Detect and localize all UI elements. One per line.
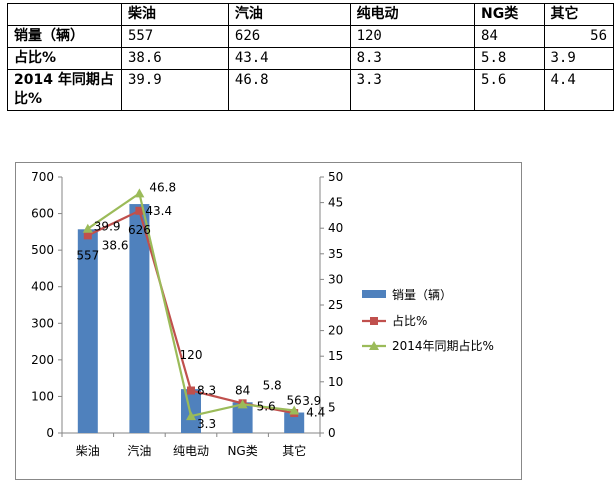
left-tick-label: 700: [31, 170, 54, 184]
right-tick-label: 0: [328, 426, 336, 440]
x-tick-label: 柴油: [76, 444, 100, 458]
left-tick-label: 200: [31, 353, 54, 367]
share-value-label: 3.9: [302, 394, 321, 408]
table-cell: 43.4: [227, 47, 351, 70]
share-marker: [83, 231, 92, 240]
share-value-label: 38.6: [102, 238, 129, 252]
header-cell: 纯电动: [349, 3, 476, 26]
right-tick-label: 50: [328, 170, 343, 184]
row-label: 占比%: [7, 47, 122, 70]
table-cell: 3.9: [543, 47, 614, 70]
x-tick-label: 其它: [282, 443, 306, 458]
right-tick-label: 10: [328, 375, 343, 389]
left-tick-label: 400: [31, 280, 54, 294]
share-2014-marker: [237, 399, 248, 409]
bar: [232, 402, 253, 433]
share-value-label: 43.4: [145, 204, 172, 218]
table-cell: 4.4: [543, 69, 614, 111]
left-tick-label: 100: [31, 389, 54, 403]
table-row: 2014 年同期占比% 39.9 46.8 3.3 5.6 4.4: [7, 69, 614, 111]
table-cell: 38.6: [120, 47, 229, 70]
bar-value-label: 84: [235, 383, 250, 397]
x-tick-label: 汽油: [127, 443, 151, 458]
right-tick-label: 30: [328, 272, 343, 286]
combo-chart: 0 100 200 300 400 500 600 700 0 5 10 15 20 25 30 35 40 45…: [31, 170, 494, 458]
table-cell: 120: [349, 25, 476, 48]
header-cell: 汽油: [227, 3, 351, 26]
x-tick-label: 纯电动: [173, 444, 209, 458]
share-2014-value-label: 5.6: [257, 399, 276, 413]
legend-label: 销量（辆）: [392, 288, 452, 302]
table-cell: 46.8: [227, 69, 351, 111]
share-2014-value-label: 3.3: [197, 417, 216, 431]
share-2014-marker: [186, 411, 196, 421]
table-cell: 5.8: [474, 47, 545, 70]
bar: [129, 204, 150, 433]
share-value-label: 5.8: [263, 378, 282, 392]
table-cell: 3.3: [349, 69, 476, 111]
right-tick-label: 20: [328, 324, 343, 338]
table-header-row: 柴油 汽油 纯电动 NG类 其它: [7, 3, 614, 26]
header-cell: 其它: [543, 3, 614, 26]
right-tick-label: 45: [328, 196, 343, 210]
right-tick-label: 40: [328, 221, 343, 235]
table-cell: 8.3: [349, 47, 476, 70]
header-cell: 柴油: [120, 3, 229, 26]
share-value-label: 8.3: [197, 384, 216, 398]
table-cell: 56: [543, 25, 614, 48]
legend-swatch-bar: [362, 290, 386, 298]
legend-marker: [370, 317, 378, 325]
share-marker: [135, 206, 144, 215]
table-cell: 84: [474, 25, 545, 48]
left-tick-label: 600: [31, 207, 54, 221]
share-2014-marker: [82, 223, 93, 233]
share-marker: [187, 386, 195, 395]
table-cell: 39.9: [120, 69, 229, 111]
right-tick-label: 15: [328, 349, 343, 363]
table-cell: 5.6: [474, 69, 545, 111]
bar: [181, 389, 201, 433]
legend-marker: [369, 341, 379, 350]
bar: [284, 412, 305, 433]
share-2014-value-label: 46.8: [149, 180, 176, 194]
right-tick-label: 35: [328, 247, 343, 261]
bar-value-label: 56: [287, 394, 302, 408]
row-label: 2014 年同期占比%: [7, 69, 122, 111]
share-2014-value-label: 39.9: [94, 220, 121, 234]
table-cell: 557: [120, 25, 229, 48]
bar-value-label: 557: [76, 248, 99, 262]
table-row: 销量（辆） 557 626 120 84 56: [7, 25, 614, 48]
share-2014-marker: [134, 188, 145, 198]
left-tick-label: 500: [31, 243, 54, 257]
legend-label: 占比%: [392, 313, 427, 328]
share-2014-marker: [289, 405, 300, 415]
x-tick-label: NG类: [227, 444, 257, 458]
table-cell: 626: [227, 25, 351, 48]
bar: [77, 229, 98, 433]
share-2014-value-label: 4.4: [306, 405, 325, 419]
bar-value-label: 626: [128, 223, 151, 237]
left-tick-label: 0: [46, 426, 54, 440]
header-cell: [7, 3, 122, 26]
left-tick-label: 300: [31, 316, 54, 330]
table-row: 占比% 38.6 43.4 8.3 5.8 3.9: [7, 47, 614, 70]
sales-table: 柴油 汽油 纯电动 NG类 其它 销量（辆） 557 626 120 84 56…: [7, 3, 614, 111]
row-label: 销量（辆）: [7, 25, 122, 48]
right-tick-label: 5: [328, 400, 336, 414]
bar-value-label: 120: [180, 348, 203, 362]
legend-label: 2014年同期占比%: [392, 338, 494, 353]
right-tick-label: 25: [328, 298, 343, 312]
chart-frame: 0 100 200 300 400 500 600 700 0 5 10 15 20 25 30 35 40 45…: [15, 162, 522, 480]
header-cell: NG类: [474, 3, 545, 26]
